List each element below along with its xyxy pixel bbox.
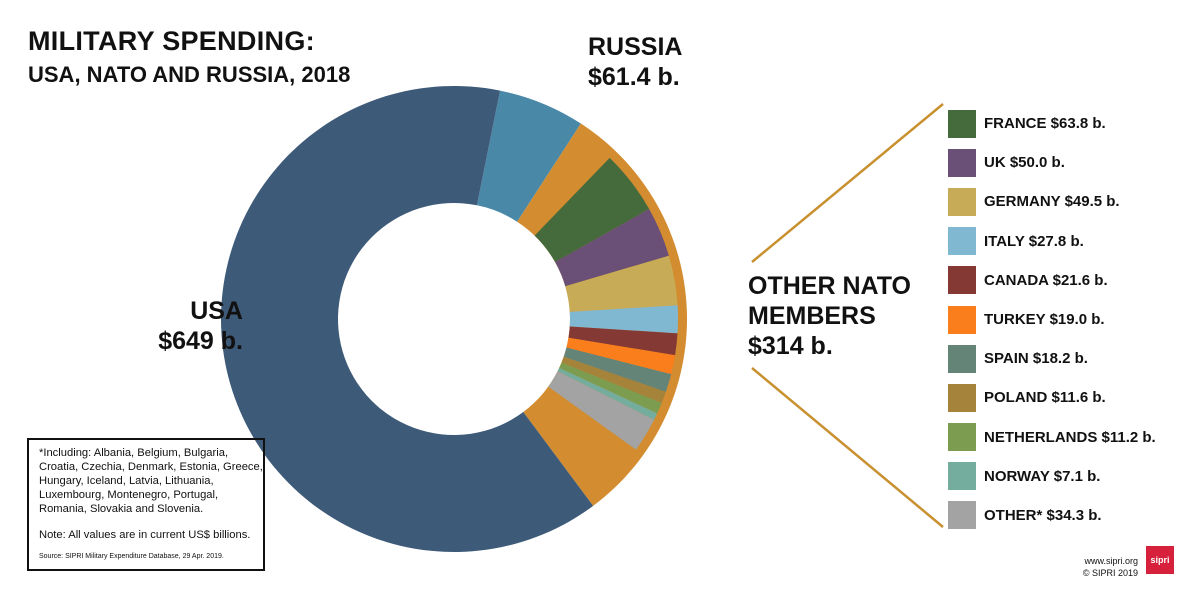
legend-item-other-: OTHER* $34.3 b. (948, 496, 1156, 535)
slice-norway (557, 367, 658, 420)
note-source: Source: SIPRI Military Expenditure Datab… (39, 553, 224, 560)
connector-line-top (751, 103, 944, 263)
slice-spain (563, 347, 672, 392)
legend-item-italy: ITALY $27.8 b. (948, 222, 1156, 261)
legend-label: NORWAY $7.1 b. (984, 467, 1101, 485)
legend-label: NETHERLANDS $11.2 b. (984, 428, 1156, 446)
label-nato-name1: OTHER NATO (748, 272, 911, 300)
legend-label: CANADA $21.6 b. (984, 271, 1108, 289)
label-usa-name: USA (190, 297, 243, 325)
label-usa-value: $649 b. (158, 327, 243, 355)
footer-copyright: © SIPRI 2019 (1082, 568, 1138, 578)
sipri-logo: sipri (1146, 546, 1174, 574)
legend-item-uk: UK $50.0 b. (948, 143, 1156, 182)
slice-italy (569, 305, 678, 334)
legend-swatch (948, 383, 976, 412)
legend-swatch (948, 501, 976, 530)
label-nato-name2: MEMBERS (748, 302, 876, 330)
slice-uk (555, 209, 669, 287)
legend-item-poland: POLAND $11.6 b. (948, 378, 1156, 417)
legend-item-canada: CANADA $21.6 b. (948, 261, 1156, 300)
label-russia-value: $61.4 b. (588, 63, 680, 91)
legend-item-spain: SPAIN $18.2 b. (948, 339, 1156, 378)
legend-swatch (948, 462, 976, 491)
slice-poland (561, 356, 666, 403)
legend-label: ITALY $27.8 b. (984, 232, 1084, 250)
legend-label: OTHER* $34.3 b. (984, 506, 1102, 524)
legend-label: TURKEY $19.0 b. (984, 311, 1105, 329)
label-usa: USA $649 b. (153, 296, 243, 356)
chart-subtitle: USA, NATO AND RUSSIA, 2018 (28, 62, 351, 87)
slice-france (534, 157, 650, 263)
label-nato-value: $314 b. (748, 332, 833, 360)
legend-swatch (948, 344, 976, 373)
label-nato: OTHER NATO MEMBERS $314 b. (748, 271, 911, 361)
connector-line-bottom (751, 367, 944, 528)
legend-label: SPAIN $18.2 b. (984, 350, 1088, 368)
slice-other- (548, 371, 655, 450)
legend-swatch (948, 109, 976, 138)
legend-item-netherlands: NETHERLANDS $11.2 b. (948, 418, 1156, 457)
legend-label: FRANCE $63.8 b. (984, 115, 1106, 133)
legend-label: POLAND $11.6 b. (984, 389, 1106, 407)
slice-russia (476, 90, 581, 222)
legend: FRANCE $63.8 b. UK $50.0 b. GERMANY $49.5 … (948, 104, 1156, 535)
legend-item-norway: NORWAY $7.1 b. (948, 457, 1156, 496)
footer: www.sipri.org © SIPRI 2019 (1083, 555, 1138, 579)
legend-label: UK $50.0 b. (984, 154, 1065, 172)
label-russia: RUSSIA $61.4 b. (588, 32, 682, 92)
slice-netherlands (559, 362, 662, 414)
note-including: *Including: Albania, Belgium, Bulgaria, … (39, 447, 263, 515)
legend-swatch (948, 187, 976, 216)
legend-item-turkey: TURKEY $19.0 b. (948, 300, 1156, 339)
slice-turkey (566, 337, 676, 375)
legend-label: GERMANY $49.5 b. (984, 193, 1120, 211)
note-box: *Including: Albania, Belgium, Bulgaria, … (27, 438, 265, 571)
slice-usa (221, 86, 594, 553)
legend-swatch (948, 423, 976, 452)
slice-canada (568, 326, 678, 356)
legend-item-germany: GERMANY $49.5 b. (948, 182, 1156, 221)
legend-swatch (948, 227, 976, 256)
slice-germany (565, 255, 678, 312)
legend-swatch (948, 148, 976, 177)
label-russia-name: RUSSIA (588, 33, 683, 61)
legend-item-france: FRANCE $63.8 b. (948, 104, 1156, 143)
legend-swatch (948, 305, 976, 334)
note-values: Note: All values are in current US$ bill… (39, 529, 251, 541)
footer-url: www.sipri.org (1084, 556, 1138, 566)
chart-title: MILITARY SPENDING: (28, 26, 315, 56)
legend-swatch (948, 266, 976, 295)
